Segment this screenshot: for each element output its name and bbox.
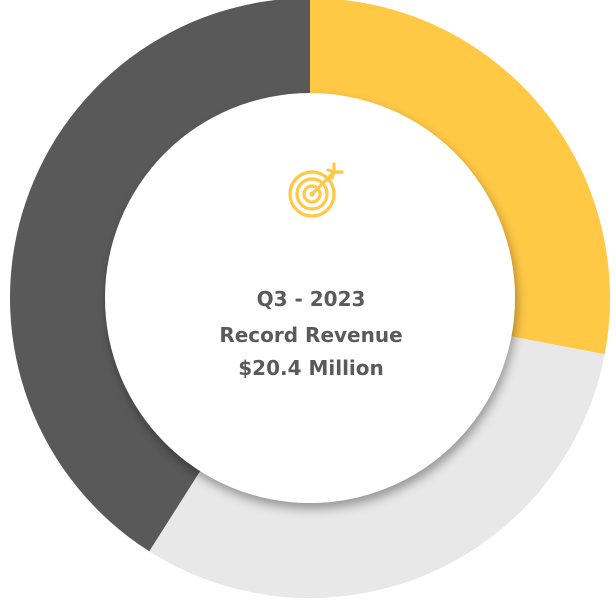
center-label-period: Q3 - 2023	[257, 287, 366, 311]
donut-slice-2	[149, 333, 605, 598]
donut-slice-3	[10, 0, 310, 552]
center-label-title: Record Revenue	[219, 323, 402, 347]
center-label-value: $20.4 Million	[238, 356, 384, 380]
center-disc	[105, 93, 515, 503]
target-icon	[288, 162, 344, 218]
